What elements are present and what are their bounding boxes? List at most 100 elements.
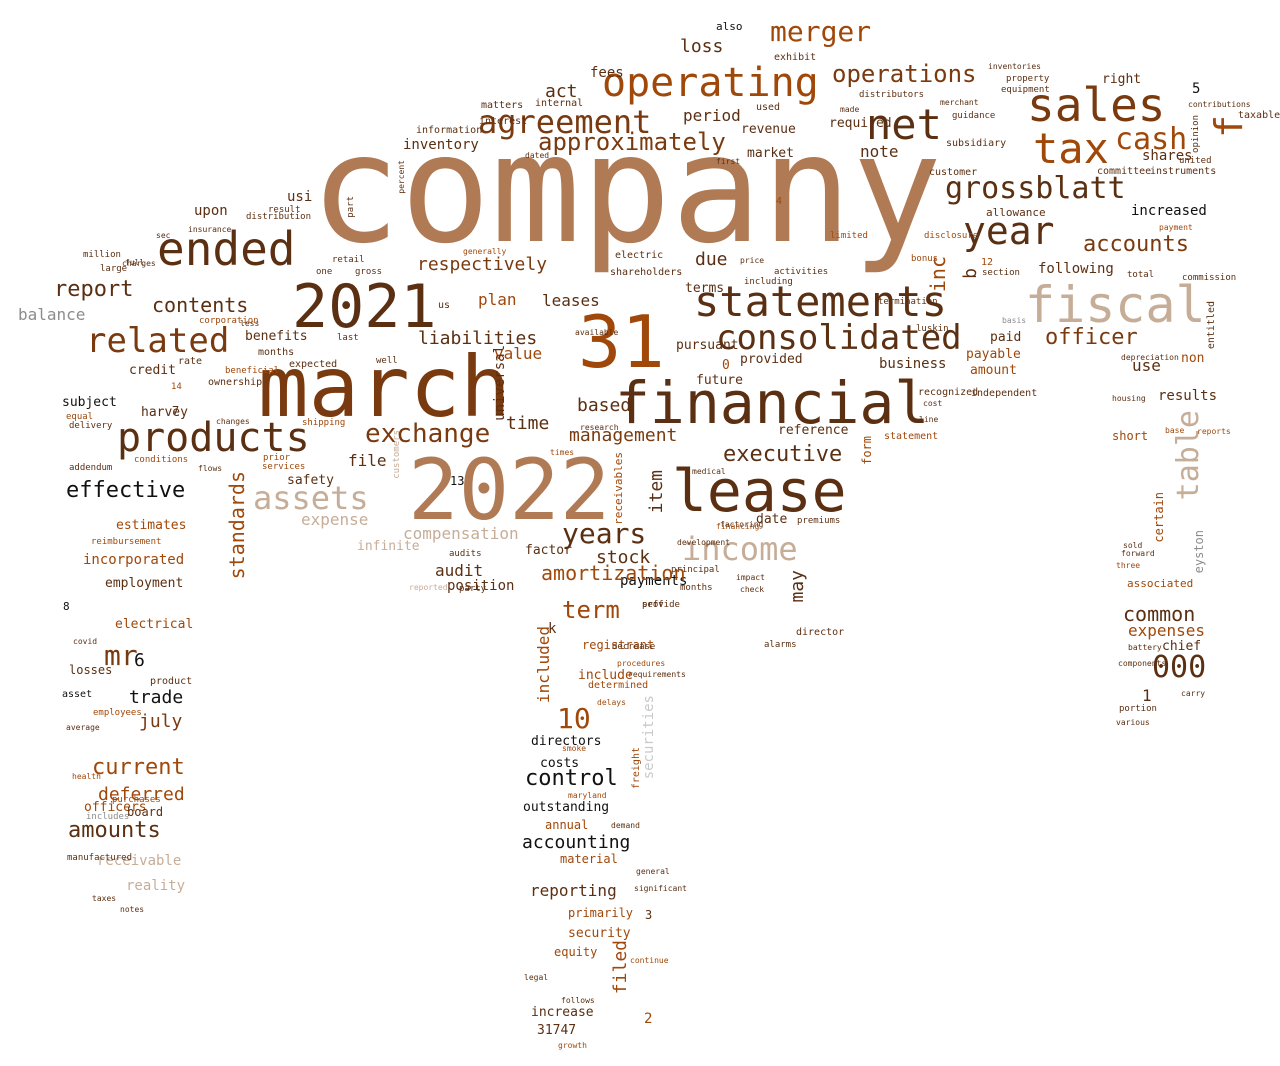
cloud-word: equity [554, 945, 598, 959]
cloud-word: beneficial [225, 366, 280, 376]
cloud-word: disclosure [924, 231, 979, 241]
cloud-word: research [580, 423, 619, 432]
cloud-word: dated [525, 151, 550, 160]
cloud-word: requirements [628, 670, 686, 679]
cloud-word: operations [832, 60, 977, 88]
cloud-word: three [1116, 561, 1141, 570]
cloud-word: housing [1112, 394, 1146, 403]
cloud-word: ownership [208, 377, 263, 388]
cloud-word: loss [680, 36, 724, 57]
cloud-word: termination [878, 297, 938, 307]
cloud-word: paid [990, 330, 1022, 345]
cloud-word: purchases [112, 795, 161, 805]
cloud-word: allowance [986, 206, 1046, 219]
cloud-word: exhibit [774, 52, 817, 63]
cloud-word: trade [129, 687, 184, 708]
cloud-word: growth [558, 1041, 587, 1050]
cloud-word: full [125, 258, 145, 267]
cloud-word: act [545, 81, 578, 102]
cloud-word: audit [435, 561, 484, 580]
cloud-word: pursuant [676, 338, 739, 353]
cloud-word: notes [120, 905, 145, 914]
cloud-word: delivery [69, 421, 113, 431]
cloud-word: 10 [557, 702, 591, 735]
cloud-word: retail [332, 255, 365, 265]
cloud-word: factor [525, 543, 572, 558]
cloud-word: basis [1002, 316, 1027, 325]
cloud-word: 2021 [292, 272, 437, 342]
cloud-word: total [1127, 270, 1155, 280]
cloud-word: officer [1045, 325, 1138, 350]
cloud-word: flows [198, 464, 223, 473]
cloud-word: table [1171, 410, 1206, 501]
cloud-word: inventory [403, 137, 479, 153]
cloud-word: amortization [541, 561, 686, 585]
cloud-word: premiums [797, 516, 841, 526]
cloud-word: 1 [1142, 686, 1152, 705]
cloud-word: contents [152, 293, 249, 317]
cloud-word: commission [1182, 273, 1237, 283]
cloud-word: accounts [1083, 232, 1189, 257]
cloud-word: line [919, 415, 939, 424]
cloud-word: interest [479, 116, 528, 127]
cloud-word: financing [716, 522, 760, 531]
cloud-word: shares [1142, 148, 1193, 164]
cloud-word: 5 [1192, 81, 1201, 97]
cloud-word: deferred [98, 784, 185, 805]
cloud-word: time [506, 413, 550, 434]
cloud-word: entitled [1206, 301, 1217, 350]
cloud-word: primarily [568, 906, 634, 920]
cloud-word: operating [602, 60, 819, 106]
cloud-word: company [310, 103, 943, 277]
cloud-word: generally [463, 247, 507, 256]
cloud-word: audits [449, 549, 482, 559]
cloud-word: mr [104, 639, 138, 672]
cloud-word: required [829, 116, 892, 131]
cloud-word: march [258, 338, 511, 436]
cloud-word: internal [535, 98, 584, 109]
cloud-word: months [680, 583, 713, 593]
cloud-word: income [682, 530, 798, 568]
cloud-word: less [240, 319, 260, 328]
cloud-word: upon [194, 203, 228, 219]
cloud-word: subject [62, 395, 117, 410]
cloud-word: percent [397, 160, 406, 194]
cloud-word: seff [642, 600, 664, 610]
cloud-word: control [525, 766, 618, 791]
cloud-word: health [72, 772, 101, 781]
cloud-word: shareholders [610, 267, 683, 278]
cloud-word: short [1112, 429, 1149, 443]
cloud-word: development [677, 538, 730, 547]
cloud-word: based [577, 395, 632, 416]
cloud-word: covid [73, 637, 98, 646]
cloud-word: distributors [859, 90, 925, 100]
cloud-word: bonus [911, 254, 939, 264]
cloud-word: current [92, 755, 185, 780]
cloud-word: information [416, 125, 483, 136]
cloud-word: lease [672, 457, 847, 525]
cloud-word: significant [634, 884, 687, 893]
cloud-word: times [550, 448, 575, 457]
cloud-word: 3 [645, 908, 653, 922]
cloud-word: statement [884, 431, 939, 442]
cloud-word: cash [1115, 122, 1188, 157]
cloud-word: portion [1119, 704, 1157, 714]
cloud-word: provided [740, 352, 803, 367]
cloud-word: file [348, 451, 387, 470]
cloud-word: used [756, 102, 781, 113]
cloud-word: cost [923, 399, 943, 408]
cloud-word: related [86, 321, 230, 361]
cloud-word: material [560, 852, 618, 866]
cloud-word: net [866, 100, 942, 149]
cloud-word: leases [542, 291, 600, 310]
cloud-word: fiscal [1025, 276, 1206, 334]
cloud-word: committee [1097, 166, 1152, 177]
cloud-word: expected [289, 359, 338, 370]
cloud-word: director [796, 627, 845, 638]
cloud-word: us [438, 300, 451, 311]
cloud-word: depreciation [1121, 353, 1179, 362]
cloud-word: agreement [478, 103, 652, 141]
cloud-word: merger [770, 15, 872, 48]
cloud-word: expenses [1128, 621, 1206, 640]
cloud-word: market [747, 146, 794, 161]
